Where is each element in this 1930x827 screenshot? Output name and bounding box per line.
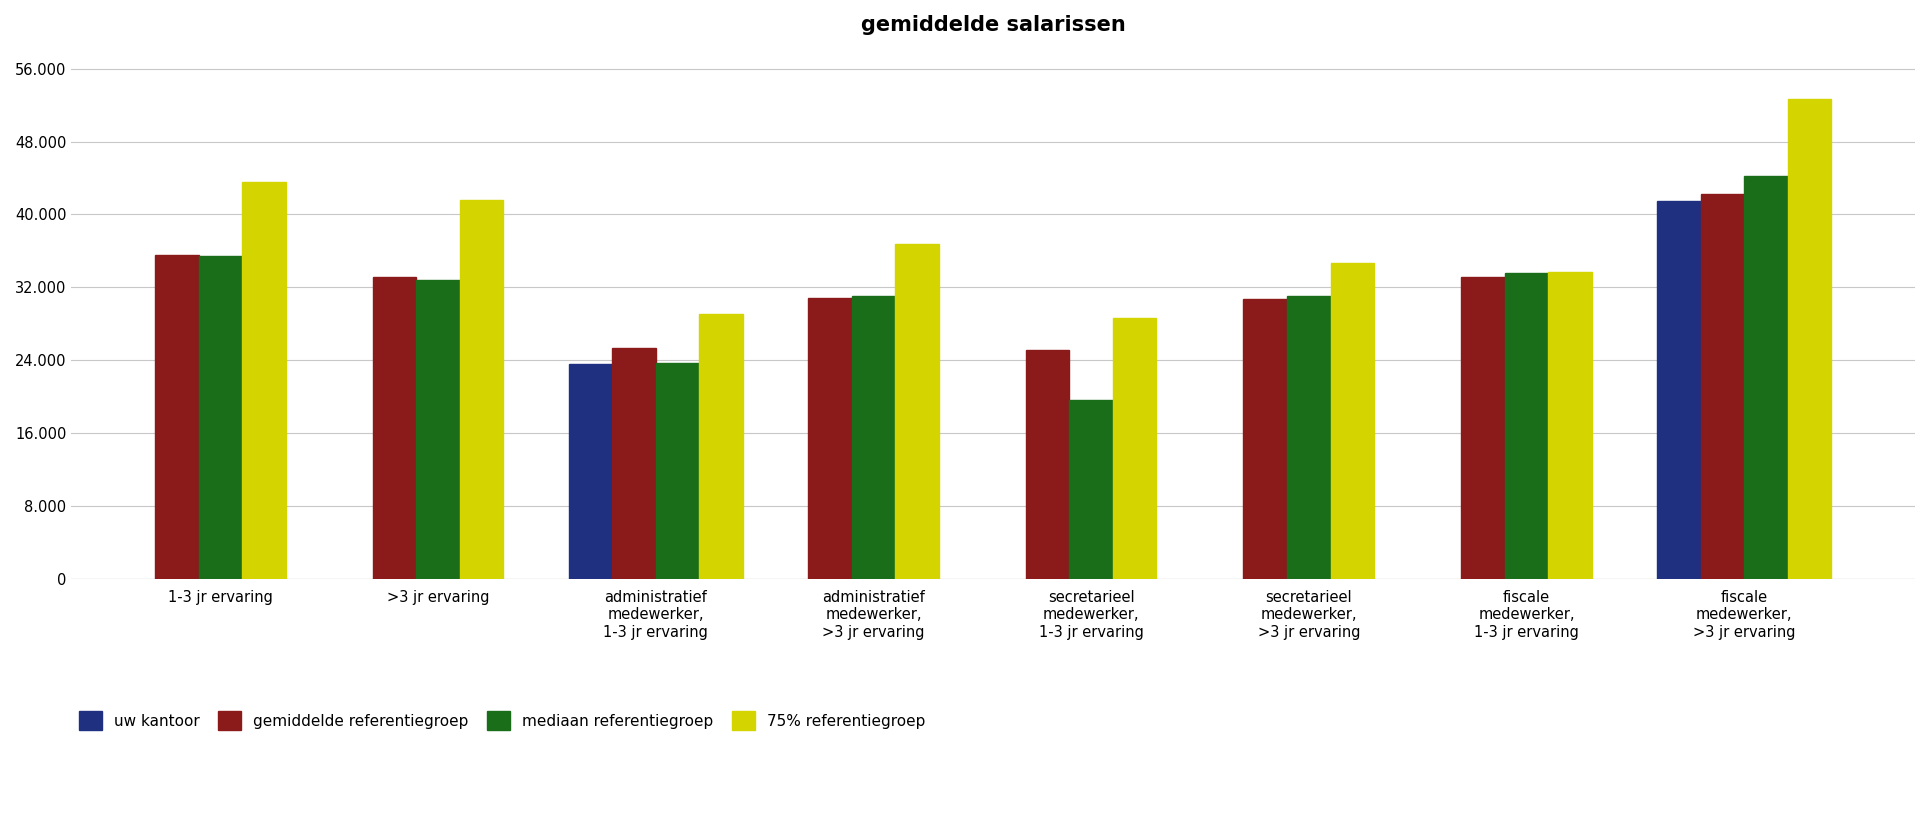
Bar: [1787, 98, 1832, 579]
Bar: [199, 256, 243, 579]
Bar: [1745, 176, 1787, 579]
Bar: [1114, 318, 1156, 579]
Bar: [1069, 400, 1114, 579]
Bar: [1027, 351, 1069, 579]
Bar: [1505, 273, 1548, 579]
Bar: [1243, 299, 1287, 579]
Bar: [809, 299, 851, 579]
Bar: [459, 200, 504, 579]
Bar: [612, 348, 656, 579]
Bar: [1700, 194, 1745, 579]
Title: gemiddelde salarissen: gemiddelde salarissen: [861, 15, 1125, 35]
Bar: [417, 280, 459, 579]
Bar: [1287, 295, 1330, 579]
Bar: [372, 277, 417, 579]
Bar: [896, 244, 938, 579]
Bar: [1461, 277, 1505, 579]
Bar: [1548, 272, 1592, 579]
Bar: [1330, 263, 1374, 579]
Bar: [1658, 201, 1700, 579]
Bar: [243, 182, 286, 579]
Bar: [154, 255, 199, 579]
Legend: uw kantoor, gemiddelde referentiegroep, mediaan referentiegroep, 75% referentieg: uw kantoor, gemiddelde referentiegroep, …: [79, 711, 924, 730]
Bar: [656, 363, 699, 579]
Bar: [699, 313, 743, 579]
Bar: [851, 295, 896, 579]
Bar: [569, 364, 612, 579]
